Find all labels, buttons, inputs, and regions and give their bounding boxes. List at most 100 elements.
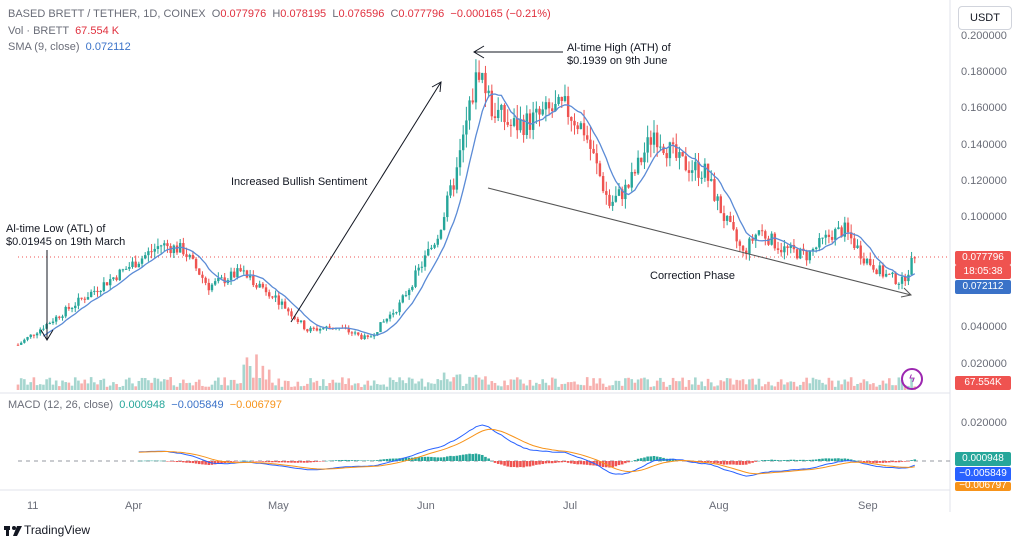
candle-down	[697, 161, 700, 178]
volume-bar	[697, 384, 700, 390]
candle-down	[605, 191, 608, 195]
macd-hist-bar	[433, 457, 436, 461]
candle-down	[296, 318, 300, 322]
candle-up	[159, 245, 163, 247]
ath-note-line2: $0.1939 on 9th June	[567, 55, 668, 67]
candle-up	[891, 272, 894, 275]
candle-up	[353, 332, 357, 334]
currency-button[interactable]: USDT	[958, 6, 1012, 30]
macd-hist-bar	[872, 461, 875, 463]
candle-down	[303, 320, 306, 330]
candle-up	[35, 333, 39, 336]
volume-bar	[471, 377, 475, 390]
macd-hist-bar	[258, 461, 261, 462]
macd-hist-bar	[442, 457, 446, 461]
candle-up	[754, 234, 757, 241]
candle-up	[900, 276, 904, 284]
macd-hist-bar	[153, 460, 157, 462]
macd-hist-bar	[239, 460, 242, 462]
macd-hist-bar	[725, 461, 729, 465]
candle-up	[636, 157, 640, 174]
candle-down	[233, 271, 236, 278]
volume-bar	[391, 379, 395, 390]
volume-tag: 67.554K	[955, 376, 1011, 390]
volume-bar	[318, 385, 322, 390]
candle-down	[573, 120, 576, 126]
volume-bar	[865, 381, 869, 390]
macd-hist-bar	[363, 460, 366, 461]
volume-bar	[439, 380, 443, 390]
volume-bar	[541, 379, 544, 390]
candle-down	[471, 100, 474, 103]
volume-bar	[519, 379, 522, 390]
volume-bar	[627, 377, 630, 390]
macd-hist-bar	[738, 461, 742, 465]
volume-bar	[592, 378, 595, 390]
volume-bar	[312, 382, 316, 390]
volume-bar	[411, 378, 414, 390]
volume-bar	[433, 383, 436, 390]
bullish-arrow	[290, 81, 442, 323]
volume-bar	[814, 379, 818, 390]
macd-hist-bar	[166, 461, 169, 462]
candle-up	[217, 278, 220, 282]
candle-down	[245, 270, 249, 278]
volume-bar	[547, 385, 551, 390]
volume-bar	[630, 379, 634, 390]
volume-bar	[713, 386, 716, 390]
candle-down	[729, 215, 732, 223]
candle-down	[493, 116, 497, 119]
candle-down	[16, 344, 20, 346]
sma-legend: SMA (9, close) 0.072112	[8, 41, 131, 53]
candle-down	[649, 137, 653, 145]
volume-bar	[608, 385, 611, 390]
volume-bar	[732, 384, 735, 390]
volume-bar	[356, 383, 360, 390]
candle-down	[913, 257, 916, 259]
volume-bar	[23, 379, 26, 390]
candle-up	[531, 112, 535, 130]
macd-hist-bar	[735, 461, 738, 465]
candle-up	[86, 297, 90, 300]
macd-hist-bar	[814, 459, 818, 461]
low-value: 0.076596	[338, 8, 385, 20]
volume-bar	[287, 381, 290, 390]
volume-bar	[554, 378, 557, 390]
candle-up	[821, 237, 824, 239]
candle-down	[665, 153, 668, 159]
macd-hist-bar	[830, 458, 834, 461]
macd-hist-bar	[509, 461, 513, 468]
volume-bar	[239, 383, 242, 390]
macd-hist-bar	[232, 461, 236, 462]
candle-up	[799, 248, 802, 259]
volume-bar	[633, 382, 637, 390]
candle-down	[582, 123, 586, 136]
volume-bar	[188, 382, 192, 390]
macd-hist-bar	[423, 456, 427, 461]
volume-legend: Vol · BRETT 67.554 K	[8, 25, 119, 37]
candle-up	[242, 270, 245, 272]
lightning-icon[interactable]: ϟ	[901, 368, 923, 390]
macd-hist-bar	[897, 461, 901, 463]
volume-bar	[821, 382, 824, 390]
volume-bar	[582, 385, 586, 390]
macd-hist-bar	[264, 461, 268, 462]
candle-down	[115, 277, 118, 281]
candle-down	[840, 227, 843, 237]
candle-up	[716, 196, 719, 201]
volume-bar	[223, 377, 226, 390]
macd-hist-bar	[878, 461, 882, 463]
volume-bar	[824, 384, 828, 390]
volume-bar	[544, 382, 548, 390]
macd-histogram	[137, 453, 917, 468]
volume-bar	[468, 376, 471, 390]
volume-bar	[315, 380, 319, 390]
macd-hist-bar	[379, 459, 382, 461]
macd-hist-bar	[639, 458, 643, 461]
volume-bar	[360, 386, 363, 390]
macd-hist-bar	[538, 461, 541, 465]
candle-up	[449, 185, 452, 196]
volume-bar	[147, 380, 150, 390]
volume-bar	[347, 378, 351, 390]
